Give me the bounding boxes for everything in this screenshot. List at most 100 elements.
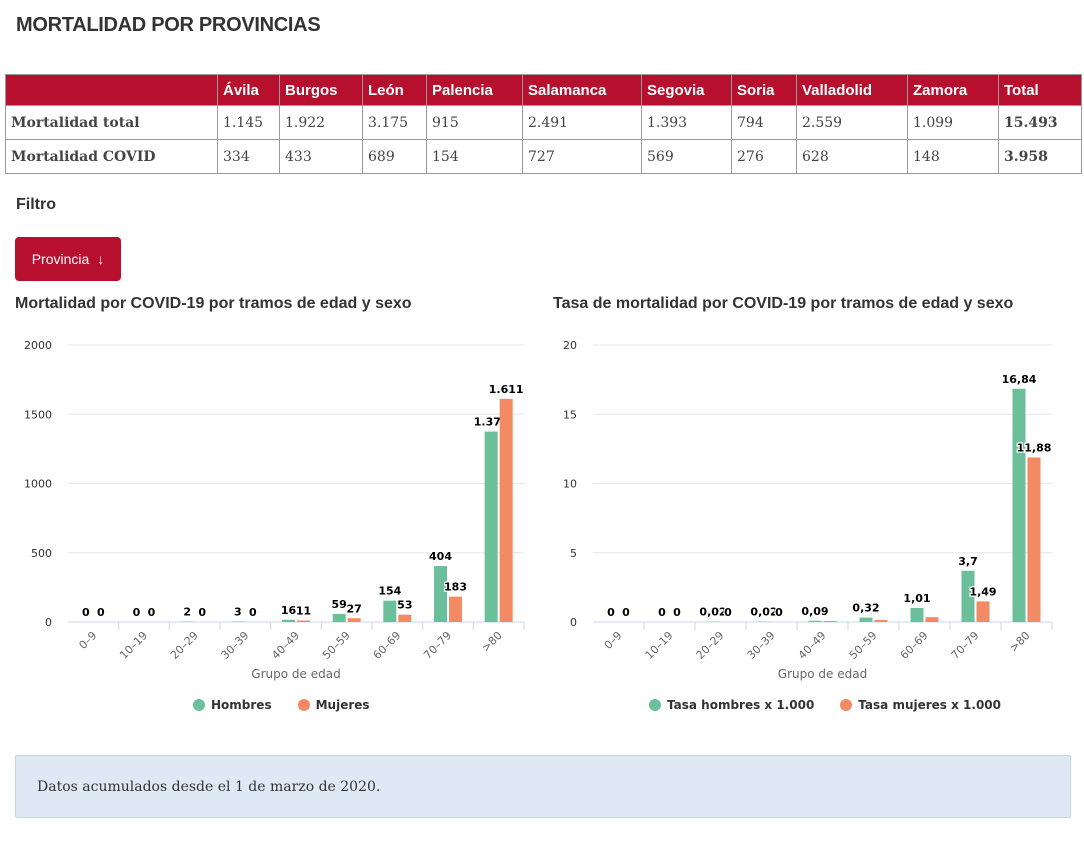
table-header-cell: Segovia <box>641 74 732 106</box>
x-tick-label: 40–49 <box>269 629 302 662</box>
legend-dot-icon <box>297 699 310 711</box>
row-label: Mortalidad total <box>5 105 218 140</box>
table-header-cell: Valladolid <box>796 74 908 106</box>
y-tick-label: 5 <box>570 547 577 560</box>
data-label: 0 <box>82 606 90 619</box>
data-label: 11,88 <box>1017 441 1052 454</box>
table-cell: 2.491 <box>522 105 642 140</box>
legend-item-tasa-hombres[interactable]: Tasa hombres x 1.000 <box>649 698 814 712</box>
data-label: 3,7 <box>958 555 978 568</box>
legend-item-hombres[interactable]: Hombres <box>193 698 272 712</box>
data-label: 0 <box>97 606 105 619</box>
data-label: 0 <box>148 606 156 619</box>
data-label: 0 <box>249 606 257 619</box>
bar <box>449 596 462 622</box>
legend-label: Tasa hombres x 1.000 <box>667 698 815 712</box>
bar <box>434 566 447 622</box>
table-cell: 1.393 <box>641 105 732 140</box>
table-header-cell: Salamanca <box>522 74 642 106</box>
data-label: 0 <box>622 606 630 619</box>
x-tick-label: 70–79 <box>421 629 454 662</box>
data-label: 16,84 <box>1002 373 1037 386</box>
arrow-down-icon: ↓ <box>97 251 105 267</box>
data-label: 404 <box>429 550 452 563</box>
deaths-chart-legend: Hombres Mujeres <box>193 698 370 712</box>
bar <box>282 619 295 622</box>
data-label: 1,49 <box>969 585 996 598</box>
bar <box>910 608 924 622</box>
x-tick-label: 40–49 <box>796 629 829 662</box>
chart-title-deaths: Mortalidad por COVID-19 por tramos de ed… <box>15 295 412 312</box>
bar <box>808 620 822 622</box>
data-label: 0 <box>133 606 141 619</box>
table-cell: 628 <box>796 139 908 174</box>
table-cell: 1.099 <box>907 105 999 140</box>
table-cell: 689 <box>362 139 427 174</box>
table-header-cell: Burgos <box>279 74 363 106</box>
x-tick-label: 70–79 <box>949 629 982 662</box>
legend-dot-icon <box>649 699 661 711</box>
province-button-label: Provincia <box>31 251 90 267</box>
table-cell: 148 <box>907 139 999 174</box>
legend-label: Tasa mujeres x 1.000 <box>858 698 1002 712</box>
x-tick-label: 50–59 <box>847 629 880 662</box>
data-label: 11 <box>296 604 311 617</box>
legend-item-tasa-mujeres[interactable]: Tasa mujeres x 1.000 <box>840 698 1001 712</box>
table-cell: 915 <box>426 105 523 140</box>
bar <box>297 620 310 622</box>
table-header-row: Ávila Burgos León Palencia Salamanca Seg… <box>5 74 1082 106</box>
x-axis-title: Grupo de edad <box>778 667 867 681</box>
bar <box>383 600 397 622</box>
data-label: 27 <box>347 602 362 615</box>
bar <box>499 398 513 622</box>
bar <box>925 617 939 622</box>
table-header-cell: Soria <box>731 74 797 106</box>
legend-dot-icon <box>193 699 205 711</box>
x-tick-label: 30–39 <box>745 629 778 662</box>
data-label: 1,01 <box>903 592 930 605</box>
x-tick-label: 0–9 <box>602 629 625 652</box>
table-row: Mortalidad total 1.145 1.922 3.175 915 2… <box>5 105 1082 140</box>
data-label: 3 <box>234 606 242 619</box>
y-tick-label: 2000 <box>24 339 52 352</box>
table-header-cell: León <box>362 74 427 106</box>
y-tick-label: 1000 <box>24 478 52 491</box>
x-tick-label: 20–29 <box>168 629 201 662</box>
x-tick-label: 20–29 <box>694 629 727 662</box>
table-cell: 154 <box>426 139 523 174</box>
bar <box>398 614 412 622</box>
table-header-cell: Ávila <box>217 74 280 106</box>
chart-title-rate: Tasa de mortalidad por COVID-19 por tram… <box>553 295 1014 312</box>
data-label: 1.611 <box>489 383 524 396</box>
x-tick-label: 50–59 <box>320 629 353 662</box>
data-label: 0 <box>607 606 615 619</box>
bar <box>823 621 837 622</box>
table-row: Mortalidad COVID 334 433 689 154 727 569… <box>5 139 1082 174</box>
data-label: 0,02 <box>750 606 777 619</box>
table-cell: 727 <box>522 139 642 174</box>
table-cell-total: 3.958 <box>998 139 1082 174</box>
legend-item-mujeres[interactable]: Mujeres <box>297 698 370 712</box>
x-tick-label: >80 <box>1007 629 1033 655</box>
y-tick-label: 0 <box>45 616 52 629</box>
x-tick-label: 10–19 <box>643 629 676 662</box>
data-label: 0 <box>724 606 732 619</box>
legend-label: Hombres <box>211 698 272 712</box>
x-tick-label: 0–9 <box>76 629 99 652</box>
bar <box>961 570 975 622</box>
data-label: 0 <box>775 606 783 619</box>
bar <box>347 618 361 622</box>
x-tick-label: >80 <box>479 629 505 655</box>
y-tick-label: 20 <box>563 339 577 352</box>
province-filter-button[interactable]: Provincia ↓ <box>15 237 121 281</box>
x-axis-title: Grupo de edad <box>251 667 340 681</box>
data-label: 0,09 <box>801 605 828 618</box>
bar <box>859 617 873 622</box>
page-title: MORTALIDAD POR PROVINCIAS <box>16 14 321 36</box>
data-label: 53 <box>397 599 412 612</box>
legend-dot-icon <box>840 699 853 711</box>
bar <box>976 601 990 622</box>
info-box: Datos acumulados desde el 1 de marzo de … <box>15 755 1071 818</box>
data-label: 59 <box>332 598 347 611</box>
